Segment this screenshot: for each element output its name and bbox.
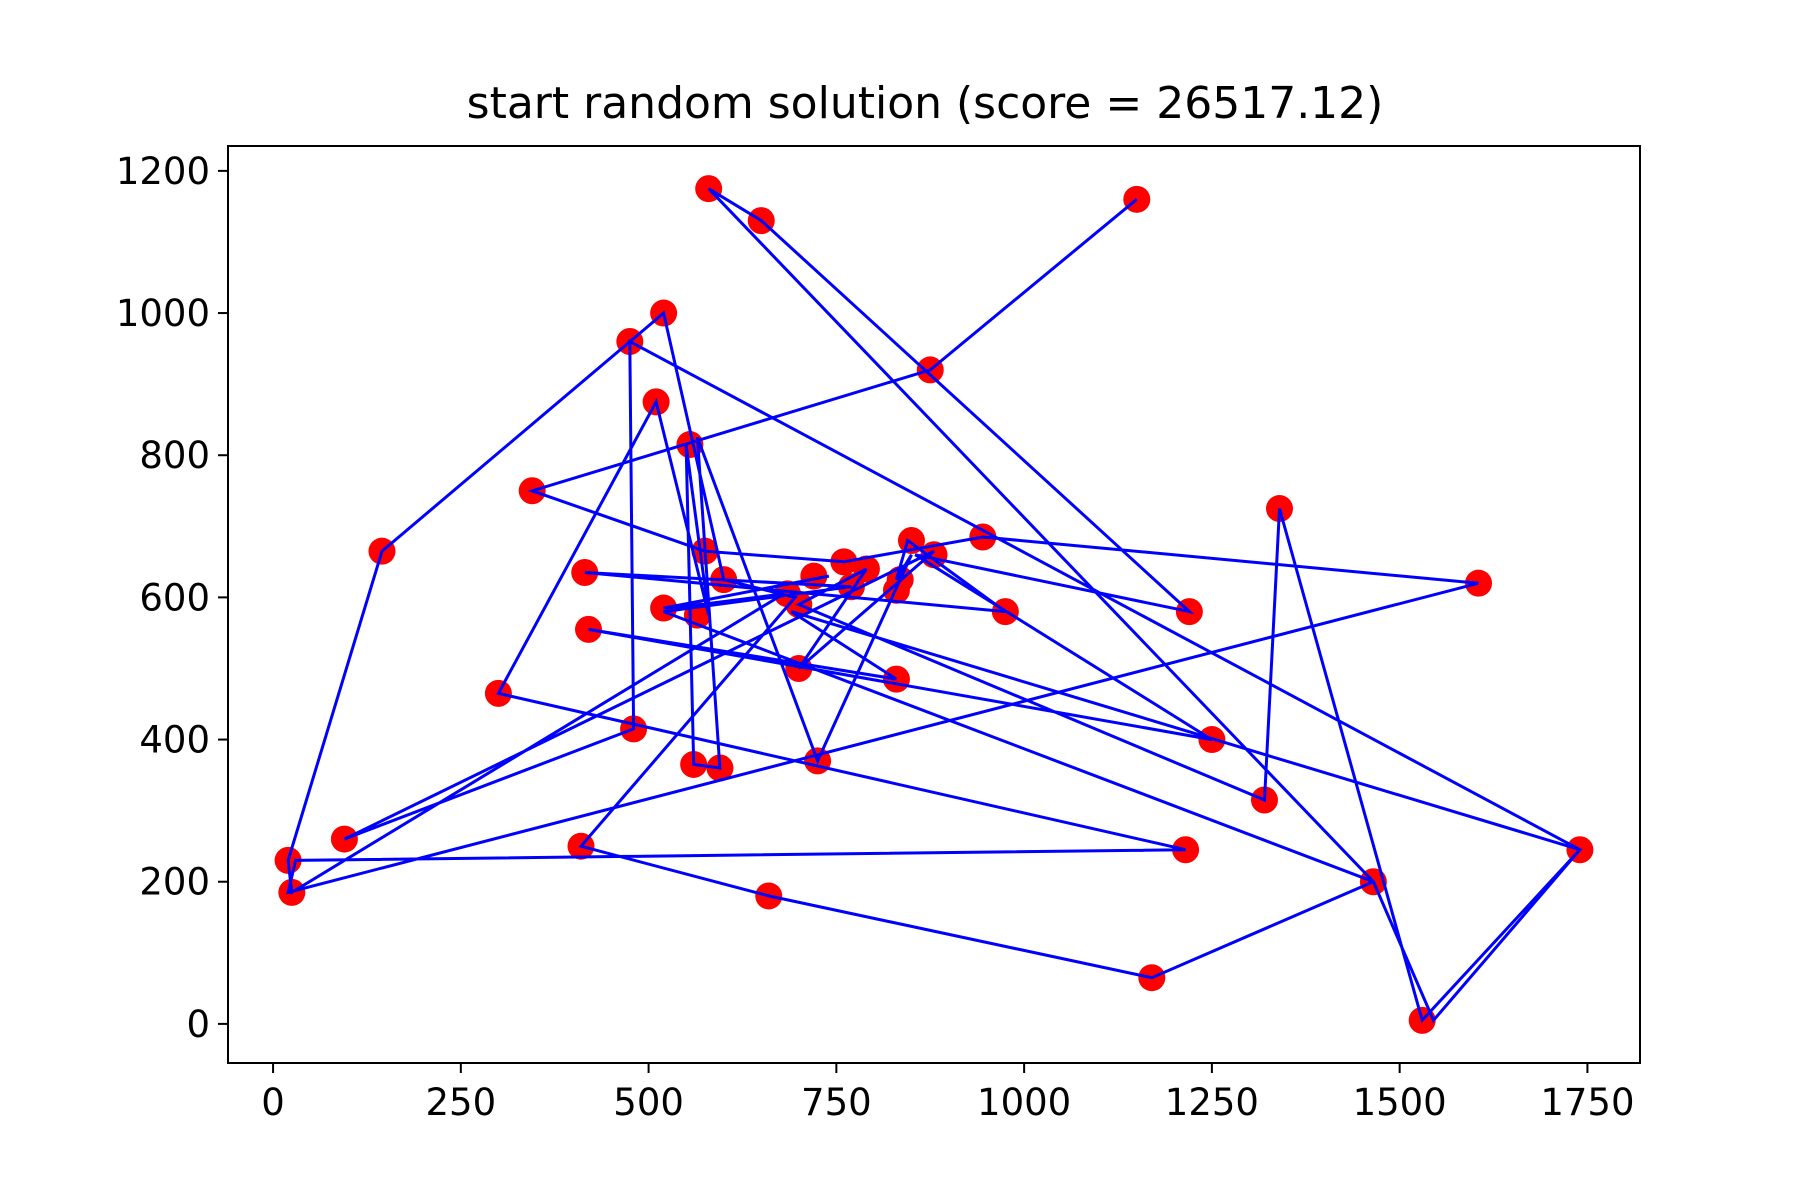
x-tick-label: 0 — [261, 1081, 285, 1124]
plot-frame — [227, 145, 1641, 1064]
x-tick-label: 1750 — [1540, 1081, 1634, 1124]
x-tick-label: 1000 — [977, 1081, 1071, 1124]
y-tick-label: 1000 — [116, 292, 210, 335]
y-tick-label: 0 — [186, 1003, 210, 1046]
route-line — [286, 187, 1583, 1024]
x-tick-label: 250 — [426, 1081, 497, 1124]
route-path — [286, 187, 1583, 1024]
y-tick-label: 800 — [139, 434, 210, 477]
x-tick-label: 1500 — [1353, 1081, 1447, 1124]
x-axis: 0 250 500 750 1000 1250 1500 1750 — [261, 1063, 1635, 1124]
x-tick-label: 750 — [801, 1081, 872, 1124]
chart-title: start random solution (score = 26517.12) — [467, 78, 1384, 129]
x-tick-label: 500 — [613, 1081, 684, 1124]
y-tick-label: 600 — [139, 576, 210, 619]
city-point — [571, 559, 599, 587]
y-tick-label: 400 — [139, 719, 210, 762]
x-tick-label: 1250 — [1165, 1081, 1259, 1124]
city-point — [800, 562, 828, 590]
y-axis: 0 200 400 600 800 1000 1200 — [116, 150, 228, 1046]
y-tick-label: 1200 — [116, 150, 210, 193]
y-tick-label: 200 — [139, 861, 210, 904]
